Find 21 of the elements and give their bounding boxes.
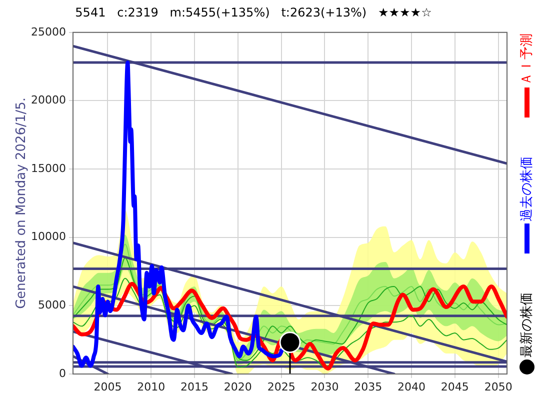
x-tick-label: 2045 (440, 380, 469, 394)
text: ＡＩ予測 (518, 33, 535, 85)
chart-title: 5541 c:2319 m:5455(+135%) t:2623(+13%) ★★★★☆ (75, 5, 432, 20)
y-tick-label: 25000 (31, 25, 66, 38)
text: Generated on Monday 2026/1/5. (14, 97, 30, 309)
x-tick-label: 2040 (398, 380, 426, 394)
y-tick-label: 10000 (31, 230, 66, 244)
y-tick-label: 5000 (38, 298, 66, 312)
text: 最新の株価 (518, 292, 535, 357)
x-tick-label: 2010 (137, 380, 166, 394)
x-tick-label: 2020 (224, 380, 252, 394)
x-tick-label: 2005 (94, 380, 122, 394)
y-tick-label: 15000 (31, 162, 66, 175)
x-tick-label: 2035 (354, 380, 382, 394)
y-tick-label: 0 (59, 366, 66, 380)
text: 過去の株価 (518, 156, 535, 221)
x-tick-label: 2050 (484, 380, 512, 394)
x-tick-label: 2030 (310, 380, 339, 394)
x-tick-label: 2015 (180, 380, 209, 394)
y-tick-label: 20000 (31, 94, 66, 107)
x-tick-label: 2025 (267, 380, 296, 394)
